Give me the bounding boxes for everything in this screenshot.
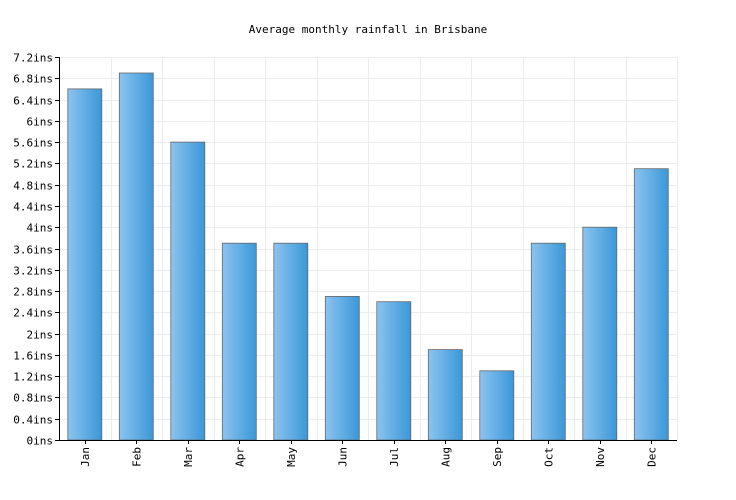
- y-tick-label: 5.6ins: [13, 137, 53, 150]
- y-tick-label: 3.6ins: [13, 244, 53, 257]
- x-tick-label: Feb: [130, 447, 143, 467]
- bar-may: [273, 242, 309, 441]
- x-tick-label: Dec: [645, 447, 658, 467]
- y-tick-label: 2.8ins: [13, 286, 53, 299]
- y-tick-label: 1.6ins: [13, 350, 53, 363]
- y-tick-label: 3.2ins: [13, 265, 53, 278]
- bar-oct: [530, 242, 566, 441]
- x-tick-label: Nov: [594, 447, 607, 467]
- bar-jul: [376, 301, 412, 441]
- bar-nov: [582, 226, 618, 441]
- x-tick-label: Apr: [233, 447, 246, 467]
- bar-jan: [67, 88, 103, 441]
- x-tick-label: May: [285, 447, 298, 467]
- y-tick-label: 2.4ins: [13, 307, 53, 320]
- bar-mar: [170, 141, 206, 441]
- y-tick-label: 0.8ins: [13, 392, 53, 405]
- x-axis-ticks: Jan Feb Mar Apr May Jun Jul Aug Sep Oct Nov Dec: [79, 440, 658, 467]
- y-tick-label: 2ins: [27, 329, 54, 342]
- x-tick-label: Sep: [491, 447, 504, 467]
- bar-dec: [633, 168, 669, 441]
- y-tick-label: 0.4ins: [13, 414, 53, 427]
- y-tick-label: 4ins: [27, 222, 54, 235]
- bar-sep: [479, 370, 515, 441]
- y-tick-label: 4.4ins: [13, 201, 53, 214]
- x-tick-label: Mar: [182, 447, 195, 467]
- y-tick-label: 0ins: [27, 435, 54, 448]
- y-tick-label: 1.2ins: [13, 371, 53, 384]
- y-tick-label: 4.8ins: [13, 180, 53, 193]
- y-tick-label: 5.2ins: [13, 158, 53, 171]
- bar-aug: [427, 349, 463, 441]
- chart-title: Average monthly rainfall in Brisbane: [249, 23, 487, 36]
- x-tick-label: Jun: [336, 447, 349, 467]
- x-tick-label: Jan: [79, 447, 92, 467]
- x-tick-label: Oct: [542, 447, 555, 467]
- x-tick-label: Aug: [439, 447, 452, 467]
- bar-feb: [118, 72, 154, 441]
- bars: [67, 72, 669, 441]
- y-axis-ticks: 0ins 0.4ins 0.8ins 1.2ins 1.6ins 2ins 2.4ins 2.…: [13, 52, 59, 448]
- x-tick-label: Jul: [388, 447, 401, 467]
- bar-apr: [221, 242, 257, 441]
- y-tick-label: 6.8ins: [13, 73, 53, 86]
- y-tick-label: 6.4ins: [13, 95, 53, 108]
- y-tick-label: 6ins: [27, 116, 54, 129]
- y-tick-label: 7.2ins: [13, 52, 53, 65]
- bar-jun: [324, 295, 360, 441]
- grid-lines: [59, 57, 678, 440]
